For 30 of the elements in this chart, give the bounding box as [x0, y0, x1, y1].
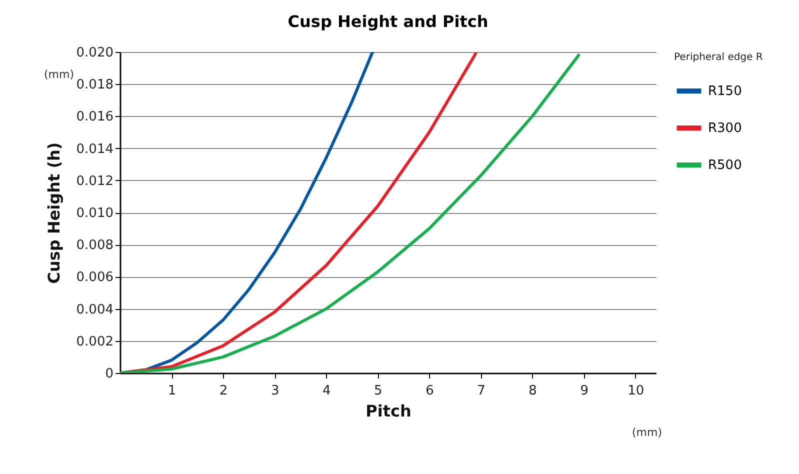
y-tick-label: 0.002 — [76, 334, 114, 350]
legend-label: R150 — [708, 84, 742, 99]
y-tick-label: 0.006 — [76, 270, 114, 286]
y-tick-label: 0.010 — [76, 206, 114, 221]
y-tick-label: 0.008 — [76, 238, 114, 254]
x-tick-label: 3 — [270, 384, 280, 398]
legend-title: Peripheral edge R — [674, 52, 763, 63]
x-axis-title: Pitch — [366, 402, 412, 420]
y-tick-label: 0.016 — [76, 110, 114, 125]
text: (mm) — [632, 426, 662, 439]
x-tick-label: 1 — [168, 384, 176, 398]
chart-title: Cusp Height and Pitch — [288, 12, 488, 31]
x-tick-label: 9 — [580, 384, 588, 398]
y-tick-label: 0.020 — [76, 46, 114, 60]
x-tick-label: 2 — [219, 384, 228, 398]
legend-label: R500 — [708, 158, 742, 173]
x-tick-label: 4 — [322, 384, 331, 398]
legend-label: R300 — [708, 121, 742, 136]
y-tick-label: 0 — [105, 366, 114, 382]
y-tick-label: 0.012 — [76, 174, 114, 189]
y-axis-title: Cusp Height (h) — [44, 142, 64, 284]
y-tick-label: 0.004 — [76, 302, 114, 318]
x-tick-label: 10 — [628, 384, 644, 398]
y-tick-label: 0.014 — [76, 142, 114, 157]
x-tick-label: 8 — [528, 384, 537, 398]
x-tick-label: 7 — [477, 384, 486, 398]
x-tick-label: 5 — [374, 384, 382, 398]
x-tick-label: 6 — [426, 384, 434, 398]
y-tick-label: 0.018 — [76, 78, 114, 93]
text: (mm) — [44, 68, 74, 81]
